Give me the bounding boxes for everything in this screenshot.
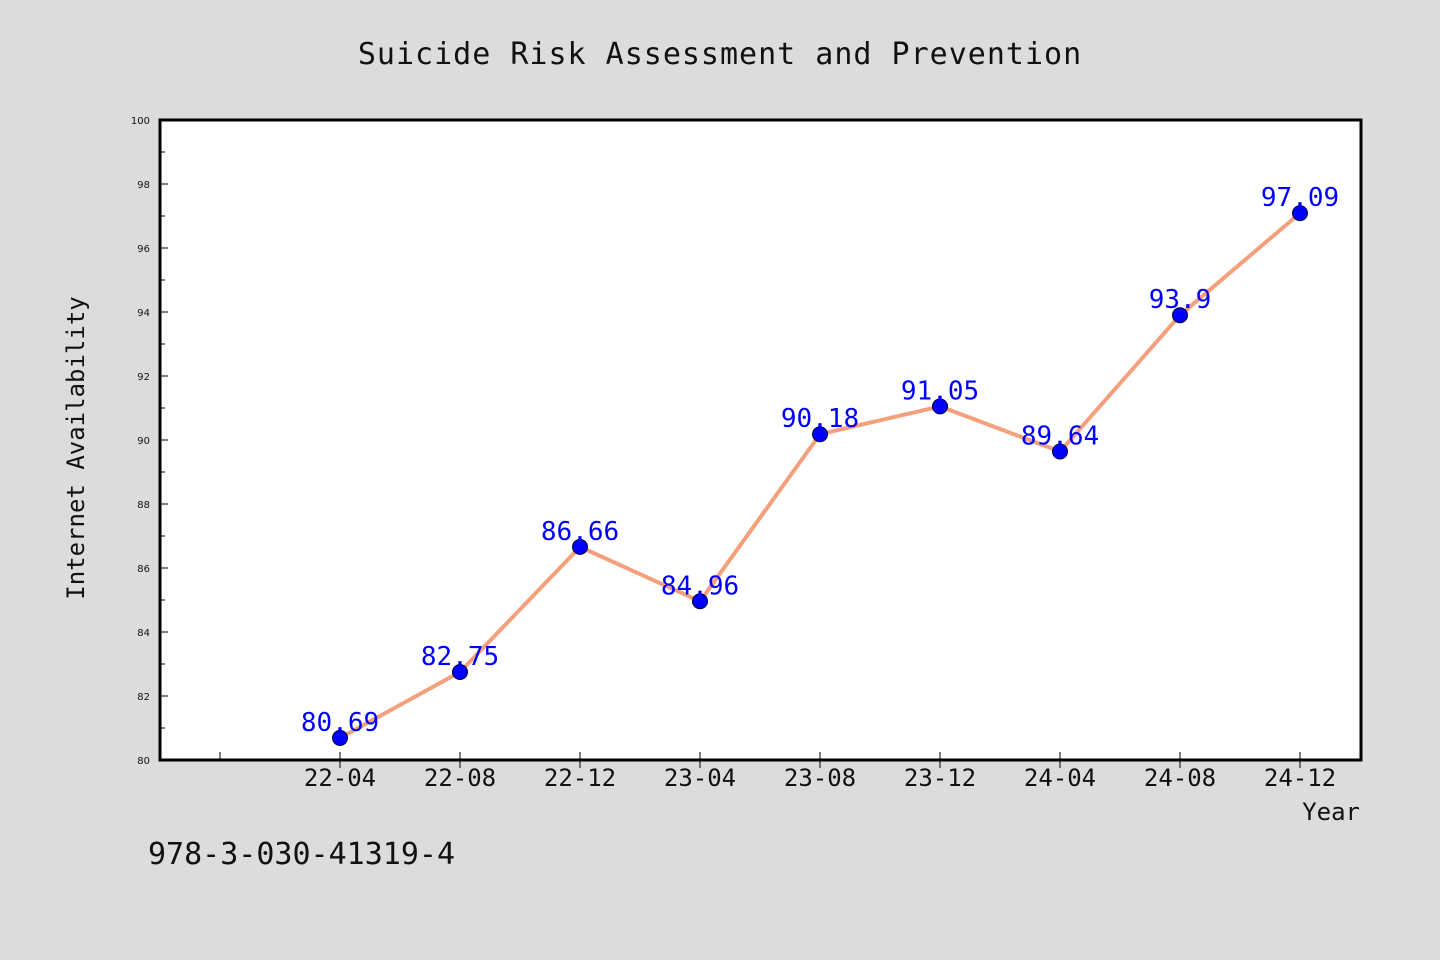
y-axis-ticks: 80 82 84 86 88 90 92 94 96 98 100: [131, 116, 168, 767]
data-point-marker: [332, 729, 348, 746]
x-tick-label: 23-04: [664, 764, 736, 792]
data-label: 97.09: [1261, 183, 1339, 213]
data-point-marker: [572, 538, 588, 555]
data-point-marker: [812, 426, 828, 443]
x-tick-label: 23-08: [784, 764, 856, 792]
y-tick-label: 88: [137, 500, 150, 511]
y-tick-label: 96: [137, 244, 150, 255]
chart-title: Suicide Risk Assessment and Prevention: [358, 37, 1082, 72]
y-tick-label: 100: [131, 116, 150, 127]
data-label: 80.69: [301, 708, 379, 738]
y-tick-label: 90: [137, 436, 150, 447]
x-axis-ticks: 22-04 22-08 22-12 23-04 23-08 23-12 24-04 24-08…: [219, 752, 1336, 792]
data-label: 90.18: [781, 404, 859, 434]
x-tick-label: 22-08: [424, 764, 496, 792]
data-label: 89.64: [1021, 422, 1099, 452]
data-label: 91.05: [901, 376, 979, 406]
x-tick-label: 22-04: [304, 764, 376, 792]
plot-area: [160, 120, 1361, 760]
y-tick-label: 86: [137, 564, 150, 575]
data-point-marker: [452, 664, 468, 680]
data-labels-group: 80.69 82.75 86.66 84.96 90.18 91.05 89.64 93.9 9…: [301, 183, 1339, 738]
data-point-marker: [1172, 307, 1188, 324]
data-point-marker: [932, 398, 948, 415]
plot-frame: [158, 118, 1363, 762]
data-label: 82.75: [421, 642, 499, 672]
data-label: 86.66: [541, 517, 619, 547]
y-tick-label: 92: [137, 372, 150, 383]
x-axis-label: Year: [1302, 798, 1360, 826]
x-tick-label: 24-08: [1144, 764, 1216, 792]
markers-group: [332, 205, 1308, 746]
y-axis-label: Internet Availability: [62, 296, 90, 599]
data-label: 93.9: [1149, 285, 1212, 315]
y-tick-label: 80: [137, 756, 150, 767]
y-tick-label: 84: [137, 628, 150, 639]
x-tick-label: 22-12: [544, 764, 616, 792]
y-tick-label: 98: [137, 180, 150, 191]
footer-code: 978-3-030-41319-4: [148, 837, 455, 872]
data-point-marker: [1292, 205, 1308, 222]
x-tick-label: 24-04: [1024, 764, 1096, 792]
y-tick-label: 82: [137, 692, 150, 703]
x-tick-label: 23-12: [904, 764, 976, 792]
data-label: 84.96: [661, 571, 739, 601]
data-point-marker: [692, 593, 708, 610]
y-tick-label: 94: [137, 308, 150, 319]
x-tick-label: 24-12: [1264, 764, 1336, 792]
data-point-marker: [1052, 443, 1068, 460]
